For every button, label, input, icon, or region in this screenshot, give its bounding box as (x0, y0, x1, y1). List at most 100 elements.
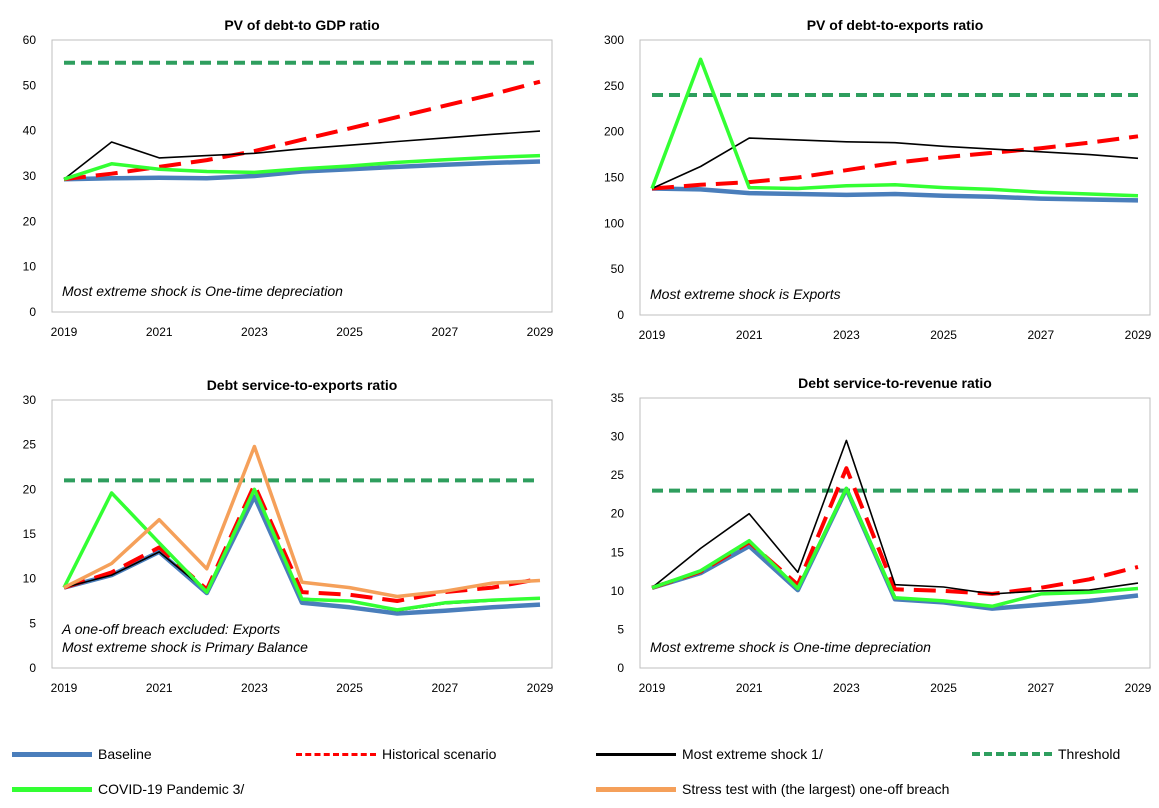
legend: Baseline Historical scenario Most extrem… (0, 740, 1159, 808)
legend-label-historical: Historical scenario (382, 746, 497, 762)
legend-swatch-historical (296, 752, 376, 756)
legend-item-stress: Stress test with (the largest) one-off b… (596, 778, 949, 800)
x-tick-label: 2021 (736, 328, 763, 342)
legend-swatch-threshold (972, 752, 1052, 756)
legend-swatch-stress (596, 786, 676, 792)
y-tick-label: 35 (611, 391, 625, 405)
legend-label-threshold: Threshold (1058, 746, 1121, 762)
legend-label-baseline: Baseline (98, 746, 152, 762)
y-tick-label: 30 (23, 169, 37, 183)
x-tick-label: 2019 (51, 325, 78, 339)
plot-area (51, 399, 553, 669)
x-tick-label: 2029 (527, 325, 554, 339)
x-tick-label: 2027 (431, 681, 458, 695)
x-tick-label: 2029 (1125, 681, 1152, 695)
y-tick-label: 20 (23, 482, 37, 496)
y-tick-label: 5 (617, 622, 624, 636)
chart-title: Debt service-to-revenue ratio (798, 375, 992, 391)
y-tick-label: 0 (617, 661, 624, 675)
y-tick-label: 30 (23, 393, 37, 407)
plot-area (639, 39, 1151, 316)
x-tick-label: 2019 (51, 681, 78, 695)
x-tick-label: 2027 (431, 325, 458, 339)
y-tick-label: 40 (23, 124, 37, 138)
y-tick-label: 200 (604, 125, 624, 139)
y-tick-label: 10 (23, 260, 37, 274)
series-line-covid (62, 487, 541, 612)
series-line-stress (63, 444, 541, 599)
y-tick-label: 50 (23, 78, 37, 92)
legend-item-covid: COVID-19 Pandemic 3/ (12, 778, 244, 800)
chart-4: Debt service-to-revenue ratio05101520253… (611, 375, 1152, 695)
y-tick-label: 10 (611, 584, 625, 598)
chart-note: Most extreme shock is Exports (650, 286, 841, 302)
chart-note: Most extreme shock is One-time depreciat… (650, 639, 931, 655)
y-tick-label: 10 (23, 572, 37, 586)
x-tick-label: 2027 (1027, 328, 1054, 342)
x-tick-label: 2019 (639, 681, 666, 695)
x-tick-label: 2025 (930, 681, 957, 695)
x-tick-label: 2021 (146, 325, 173, 339)
series-line-historical (651, 134, 1139, 191)
y-tick-label: 25 (23, 438, 37, 452)
x-tick-label: 2023 (241, 325, 268, 339)
series-line-covid (651, 486, 1139, 609)
series-line-baseline (651, 186, 1139, 203)
chart-note: A one-off breach excluded: Exports (61, 621, 280, 637)
series-line-covid (650, 57, 1139, 198)
legend-swatch-covid (12, 786, 92, 792)
chart-title: Debt service-to-exports ratio (207, 377, 398, 393)
y-tick-label: 150 (604, 171, 624, 185)
x-tick-label: 2029 (527, 681, 554, 695)
y-tick-label: 50 (611, 262, 625, 276)
x-tick-label: 2025 (336, 681, 363, 695)
chart-1: PV of debt-to GDP ratio 0 10 20 30 40 50 60 2019… (23, 17, 554, 339)
legend-item-baseline: Baseline (12, 743, 152, 765)
legend-label-extreme: Most extreme shock 1/ (682, 746, 823, 762)
legend-swatch-baseline (12, 751, 92, 757)
series-line-extreme (651, 439, 1139, 595)
x-tick-label: 2023 (241, 681, 268, 695)
y-tick-label: 20 (611, 507, 625, 521)
y-tick-label: 60 (23, 33, 37, 47)
series-line-baseline (63, 159, 541, 182)
series-line-historical (651, 466, 1139, 596)
plot-area (51, 39, 553, 313)
y-tick-label: 0 (617, 308, 624, 322)
y-tick-label: 30 (611, 430, 625, 444)
x-tick-label: 2025 (930, 328, 957, 342)
y-tick-label: 300 (604, 33, 624, 47)
x-tick-label: 2029 (1125, 328, 1152, 342)
y-tick-label: 15 (23, 527, 37, 541)
x-tick-label: 2023 (833, 328, 860, 342)
series-line-extreme (63, 130, 541, 180)
x-tick-label: 2027 (1027, 681, 1054, 695)
series-line-historical (63, 482, 541, 603)
legend-label-covid: COVID-19 Pandemic 3/ (98, 781, 245, 797)
chart-note: Most extreme shock is Primary Balance (62, 639, 308, 655)
x-tick-label: 2023 (833, 681, 860, 695)
x-tick-label: 2025 (336, 325, 363, 339)
chart-3: Debt service-to-exports ratio05101520253… (23, 377, 554, 695)
y-tick-label: 0 (29, 305, 36, 319)
y-tick-label: 20 (23, 214, 37, 228)
y-tick-label: 0 (29, 661, 36, 675)
chart-note: Most extreme shock is One-time depreciat… (62, 283, 343, 299)
chart-title: PV of debt-to GDP ratio (224, 17, 379, 33)
legend-item-extreme: Most extreme shock 1/ (596, 743, 823, 765)
legend-item-historical: Historical scenario (296, 743, 496, 765)
x-tick-label: 2019 (639, 328, 666, 342)
plot-area (639, 397, 1151, 669)
series-line-historical (63, 79, 541, 182)
y-tick-label: 100 (604, 216, 624, 230)
legend-swatch-extreme (596, 752, 676, 756)
chart-2: PV of debt-to-exports ratio 0 50 100 150 200 2… (604, 17, 1152, 342)
y-tick-label: 25 (611, 468, 625, 482)
x-tick-label: 2021 (146, 681, 173, 695)
chart-title: PV of debt-to-exports ratio (807, 17, 984, 33)
x-tick-label: 2021 (736, 681, 763, 695)
y-tick-label: 5 (29, 616, 36, 630)
series-line-covid (63, 153, 541, 181)
legend-item-threshold: Threshold (972, 743, 1120, 765)
